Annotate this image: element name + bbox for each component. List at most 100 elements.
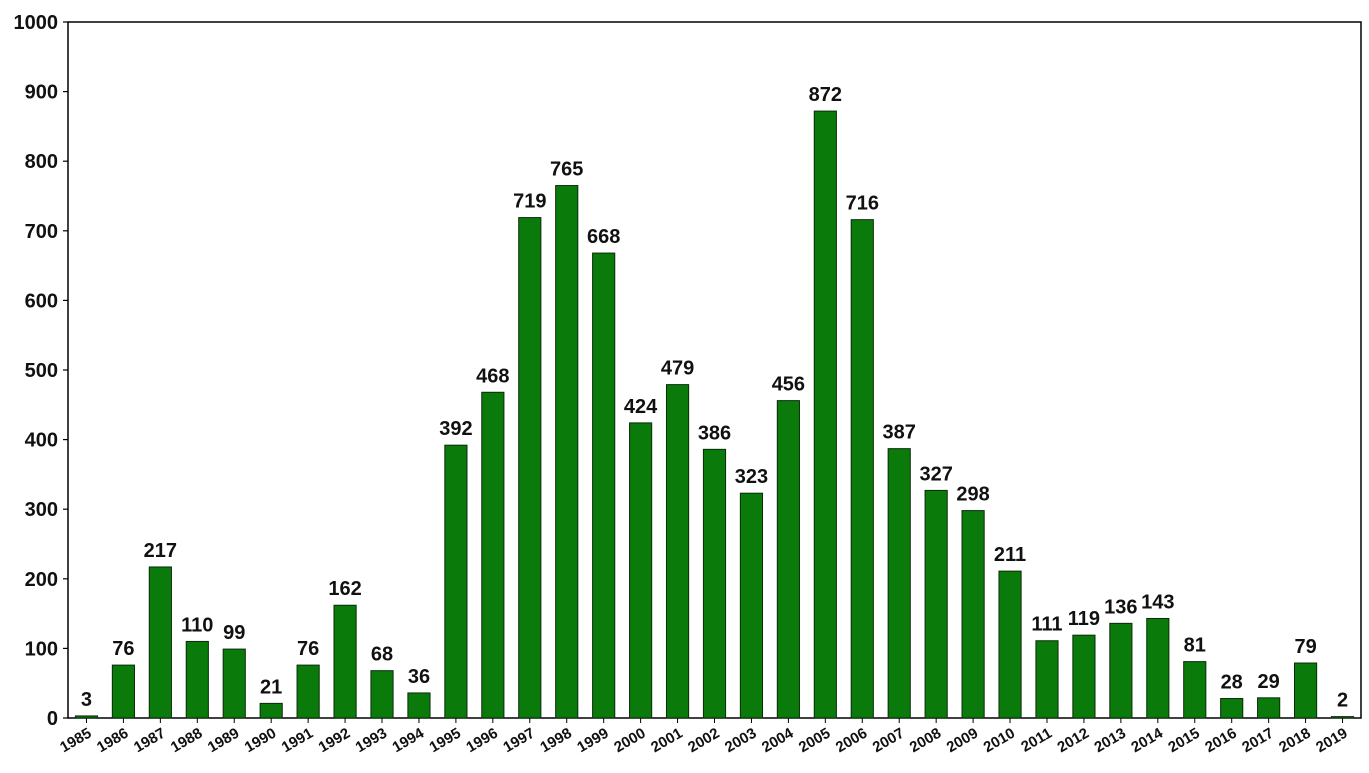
y-tick-label: 700	[25, 221, 58, 243]
y-axis: 0 100 200 300 400 500 600 700 800 900 1000	[14, 12, 68, 730]
y-tick-label: 300	[25, 499, 58, 521]
x-tick-label: 2004	[759, 724, 797, 756]
bar	[776, 400, 800, 719]
bar	[555, 185, 579, 719]
data-label: 143	[1141, 591, 1174, 613]
x-tick-label: 1996	[463, 725, 500, 756]
bar	[481, 391, 505, 719]
bar	[407, 692, 431, 719]
bar	[629, 422, 653, 719]
data-label: 327	[919, 463, 952, 485]
x-tick-label: 2007	[870, 725, 907, 756]
y-tick-label: 200	[25, 569, 58, 591]
bar	[185, 640, 209, 719]
x-tick-label: 2014	[1128, 724, 1166, 756]
bar	[296, 664, 320, 719]
x-tick-label: 1988	[168, 725, 205, 756]
x-tick-label: 2001	[648, 725, 685, 756]
x-tick-label: 2010	[981, 725, 1018, 756]
bar	[444, 444, 468, 719]
bar	[1294, 662, 1318, 719]
x-tick-label: 1998	[537, 725, 574, 756]
x-tick-label: 1994	[390, 724, 428, 756]
data-label: 79	[1294, 636, 1316, 658]
data-label: 36	[408, 666, 430, 688]
data-label: 387	[883, 422, 916, 444]
y-tick-label: 800	[25, 151, 58, 173]
x-tick-label: 2012	[1055, 725, 1092, 756]
data-label: 2	[1337, 690, 1348, 712]
bar	[887, 448, 911, 719]
data-label: 479	[661, 358, 694, 380]
data-label: 29	[1258, 671, 1280, 693]
x-tick-label: 2017	[1239, 725, 1276, 756]
bar	[1109, 622, 1133, 719]
y-tick-label: 1000	[14, 12, 59, 34]
bar	[1035, 640, 1059, 719]
data-label: 765	[550, 159, 583, 181]
x-tick-label: 2008	[907, 725, 944, 756]
data-label: 99	[223, 622, 245, 644]
x-tick-label: 1991	[279, 725, 316, 756]
bar	[222, 648, 246, 719]
data-label: 110	[181, 614, 213, 636]
x-tick-label: 1986	[94, 725, 131, 756]
x-tick-label: 2011	[1018, 725, 1055, 756]
data-label: 719	[513, 191, 546, 213]
y-tick-label: 900	[25, 82, 58, 104]
bar	[998, 570, 1022, 719]
bar	[148, 566, 172, 719]
bar	[1220, 698, 1244, 719]
data-label: 668	[587, 226, 620, 248]
bar	[1257, 697, 1281, 719]
bar	[1183, 661, 1207, 719]
x-tick-label: 1997	[500, 725, 537, 756]
y-tick-label: 600	[25, 290, 58, 312]
bar	[813, 110, 837, 719]
y-tick-label: 100	[25, 638, 58, 660]
bar	[333, 604, 357, 719]
data-label: 68	[371, 644, 393, 666]
data-label: 872	[809, 84, 842, 106]
bar	[924, 489, 948, 719]
data-label: 211	[994, 544, 1026, 566]
bar	[1330, 716, 1355, 719]
bar	[111, 664, 135, 719]
data-label: 119	[1068, 608, 1100, 630]
data-label: 3	[81, 689, 92, 711]
bar	[74, 715, 99, 719]
data-label: 392	[439, 418, 472, 440]
x-tick-label: 2009	[944, 725, 981, 756]
x-tick-label: 1992	[316, 725, 353, 756]
data-label: 162	[328, 578, 361, 600]
data-label: 111	[1031, 614, 1062, 636]
x-tick-label: 1987	[131, 725, 168, 756]
data-label: 28	[1221, 672, 1243, 694]
x-tick-label: 2002	[685, 725, 722, 756]
x-tick-label: 2000	[611, 725, 648, 756]
x-tick-label: 1989	[205, 725, 242, 756]
bar	[1072, 634, 1096, 719]
y-tick-label: 0	[47, 708, 58, 730]
data-label: 456	[772, 374, 805, 396]
x-tick-label: 2019	[1313, 725, 1350, 756]
data-label: 76	[112, 638, 134, 660]
bar	[702, 448, 727, 719]
data-label: 76	[297, 638, 319, 660]
x-tick-label: 2015	[1165, 725, 1202, 756]
bar	[259, 702, 283, 719]
y-tick-label: 400	[25, 430, 58, 452]
x-axis: 1985 1986 1987 1988 1989 1990 1991 1992 1993 1994…	[57, 718, 1351, 756]
data-label: 217	[144, 540, 177, 562]
x-tick-label: 2013	[1091, 725, 1128, 756]
bar	[961, 510, 985, 719]
data-label: 136	[1104, 596, 1137, 618]
data-label: 468	[476, 365, 509, 387]
x-tick-label: 1993	[353, 725, 390, 756]
data-label: 386	[698, 422, 731, 444]
x-tick-label: 1985	[57, 725, 94, 756]
bar	[518, 217, 542, 719]
bar	[592, 252, 616, 719]
